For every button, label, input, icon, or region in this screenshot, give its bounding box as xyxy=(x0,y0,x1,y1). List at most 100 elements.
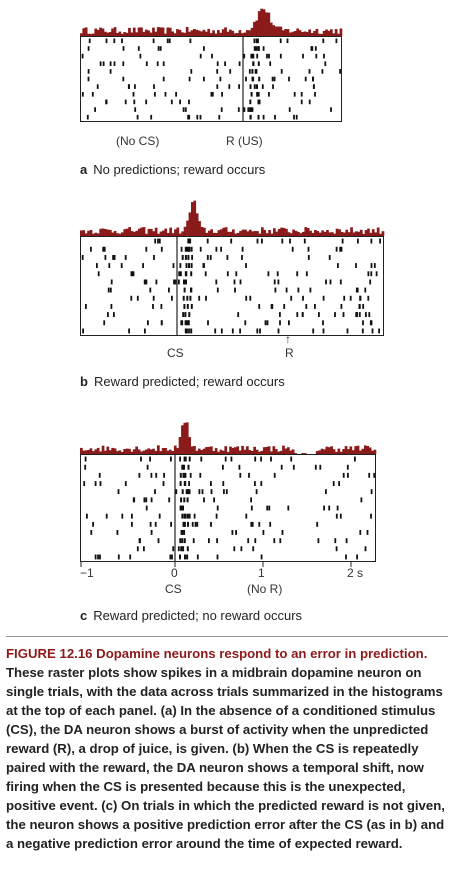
spike-mark xyxy=(378,328,380,334)
histogram-bar xyxy=(227,231,230,236)
histogram-bar xyxy=(347,232,351,236)
histogram-bar xyxy=(289,32,292,36)
histogram-bar xyxy=(161,27,165,36)
spike-mark xyxy=(187,464,190,470)
histogram-b xyxy=(80,200,385,236)
spike-mark xyxy=(183,456,186,462)
spike-mark xyxy=(184,328,187,334)
histogram-bar xyxy=(248,229,252,236)
histogram-bar xyxy=(193,200,197,236)
spike-mark xyxy=(139,53,142,59)
spike-mark xyxy=(277,279,280,285)
histogram-bar xyxy=(159,451,163,454)
spike-mark xyxy=(295,114,298,120)
spike-mark xyxy=(170,99,173,105)
spike-mark xyxy=(105,513,108,519)
histogram-bar xyxy=(113,448,117,454)
spike-mark xyxy=(248,472,250,478)
spike-mark xyxy=(335,246,338,252)
histogram-bar xyxy=(200,227,204,236)
histogram-bar xyxy=(243,32,247,36)
histogram-bar xyxy=(147,448,151,454)
histogram-bar xyxy=(248,450,252,454)
spike-mark xyxy=(218,114,221,120)
raster-b xyxy=(80,236,384,336)
spike-mark xyxy=(356,287,359,293)
spike-mark xyxy=(81,53,84,59)
spike-mark xyxy=(145,505,148,511)
histogram-bar xyxy=(272,446,276,454)
histogram-bar xyxy=(178,29,182,36)
histogram-bar xyxy=(171,233,175,236)
histogram-bar xyxy=(224,27,227,36)
raster-a xyxy=(80,36,342,122)
spike-mark xyxy=(159,46,162,51)
histogram-bar xyxy=(142,227,146,236)
histogram-bar xyxy=(178,233,182,236)
spike-mark xyxy=(124,99,127,105)
figure-title: FIGURE 12.16 xyxy=(6,646,93,661)
spike-mark xyxy=(129,554,132,560)
spike-mark xyxy=(140,456,142,462)
histogram-bar xyxy=(157,445,160,454)
spike-mark xyxy=(257,114,260,120)
histogram-bar xyxy=(193,29,196,36)
histogram-bar xyxy=(104,450,107,454)
histogram-bar xyxy=(355,231,358,236)
spike-mark xyxy=(302,295,304,301)
spike-mark xyxy=(362,320,364,326)
spike-mark xyxy=(257,46,260,51)
spike-mark xyxy=(288,320,290,326)
histogram-bar xyxy=(171,451,175,454)
spike-mark xyxy=(102,61,105,66)
spike-mark xyxy=(249,114,252,120)
histogram-bar xyxy=(263,230,267,236)
histogram-bar xyxy=(118,233,122,236)
histogram-bar xyxy=(298,30,302,36)
spike-mark xyxy=(188,481,190,486)
spike-mark xyxy=(321,69,324,74)
spike-mark xyxy=(178,279,180,285)
caption-a: a No predictions; reward occurs xyxy=(80,162,265,177)
spike-mark xyxy=(185,279,187,285)
spike-mark xyxy=(136,114,139,120)
histogram-bar xyxy=(215,233,218,236)
histogram-bar xyxy=(260,8,263,36)
histogram-bar xyxy=(154,450,158,454)
spike-mark xyxy=(187,246,190,252)
histogram-bar xyxy=(166,27,170,36)
histogram-bar xyxy=(142,450,146,454)
histogram-bar xyxy=(250,451,254,454)
spike-mark xyxy=(253,84,256,89)
spike-mark xyxy=(318,312,320,317)
spike-mark xyxy=(149,456,151,462)
spike-mark xyxy=(279,538,282,544)
spike-mark xyxy=(355,312,358,317)
histogram-bar xyxy=(337,33,340,36)
histogram-bar xyxy=(217,451,220,454)
histogram-bar xyxy=(302,231,305,236)
histogram-bar xyxy=(236,446,240,454)
spike-mark xyxy=(258,521,261,527)
histogram-bar xyxy=(205,447,208,454)
histogram-bar xyxy=(273,228,276,236)
spike-mark xyxy=(110,304,113,309)
spike-mark xyxy=(109,287,112,293)
spike-mark xyxy=(182,312,185,317)
spike-mark xyxy=(81,255,84,260)
spike-mark xyxy=(279,312,281,317)
histogram-bar xyxy=(212,30,215,36)
histogram-bar xyxy=(226,31,230,36)
spike-mark xyxy=(131,521,133,527)
histogram-bar xyxy=(359,229,363,236)
spike-mark xyxy=(271,304,274,309)
spike-mark xyxy=(224,456,227,462)
histogram-bar xyxy=(330,29,333,36)
spike-mark xyxy=(154,92,156,97)
spike-mark xyxy=(222,481,225,486)
spike-mark xyxy=(84,464,87,470)
tick-1: 1 xyxy=(258,566,265,580)
spike-mark xyxy=(147,320,149,326)
caption-c-letter: c xyxy=(80,608,88,623)
spike-mark xyxy=(180,497,183,503)
